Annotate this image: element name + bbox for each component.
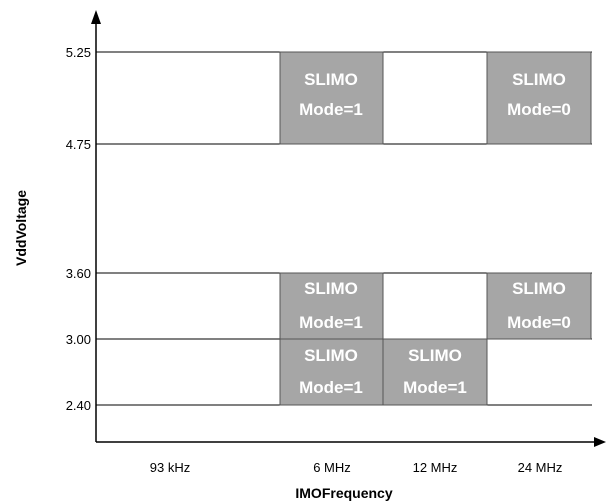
region-label: Mode=1 [299,100,363,119]
y-axis-title: VddVoltage [13,190,29,266]
region-box [382,338,488,406]
region-label: Mode=1 [403,378,467,397]
region-label: SLIMO [512,70,566,89]
region-label: SLIMO [408,346,462,365]
region-label: SLIMO [304,279,358,298]
region-label: Mode=1 [299,313,363,332]
region-box [486,51,592,145]
y-tick-label: 5.25 [66,45,91,60]
x-tick-label: 12 MHz [413,460,458,475]
region-label: Mode=0 [507,100,571,119]
x-tick-label: 24 MHz [518,460,563,475]
x-axis-arrow-icon [594,437,606,447]
x-tick-label: 93 kHz [150,460,190,475]
y-tick-label: 3.60 [66,266,91,281]
x-axis-title: IMOFrequency [295,485,392,501]
region-label: SLIMO [304,346,358,365]
region-label: SLIMO [304,70,358,89]
y-tick-label: 4.75 [66,137,91,152]
y-axis-arrow-icon [91,10,101,24]
y-tick-label: 2.40 [66,398,91,413]
region-label: Mode=0 [507,313,571,332]
x-tick-label: 6 MHz [313,460,351,475]
region-label: Mode=1 [299,378,363,397]
region-label: SLIMO [512,279,566,298]
y-tick-label: 3.00 [66,332,91,347]
region-box [279,272,384,340]
region-box [486,272,592,340]
region-box [279,51,384,145]
region-box [279,338,384,406]
